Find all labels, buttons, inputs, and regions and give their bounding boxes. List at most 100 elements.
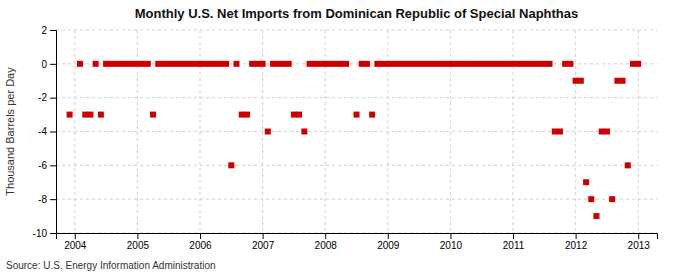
grid-line-x <box>387 30 388 233</box>
x-axis: 2004200520062007200820092010201120122013 <box>57 233 658 251</box>
tick-label: 2007 <box>252 240 275 251</box>
point <box>176 61 182 67</box>
chart-container: 2004200520062007200820092010201120122013… <box>0 0 675 275</box>
point <box>489 61 495 67</box>
tick: 2012 <box>565 233 588 251</box>
point <box>202 61 208 67</box>
source-note: Source: U.S. Energy Information Administ… <box>6 260 216 271</box>
grid-line-x <box>513 30 514 233</box>
point <box>458 61 464 67</box>
point <box>197 61 203 67</box>
point <box>233 61 239 67</box>
point <box>547 61 553 67</box>
points <box>67 61 642 219</box>
grid-line-x <box>325 30 326 233</box>
point <box>437 61 443 67</box>
grid-line-y <box>56 30 657 31</box>
point <box>531 61 537 67</box>
tick-label: 0 <box>41 59 47 70</box>
tick: 2 <box>41 25 56 36</box>
point <box>447 61 453 67</box>
grid <box>56 30 657 233</box>
tick-label: 2011 <box>503 240 525 251</box>
point <box>552 129 558 135</box>
point <box>364 61 370 67</box>
point <box>468 61 474 67</box>
point <box>369 112 375 118</box>
tick-label: 2006 <box>189 240 212 251</box>
tick-mark <box>50 98 56 99</box>
point <box>265 129 271 135</box>
point <box>620 78 626 84</box>
point <box>160 61 166 67</box>
point <box>343 61 349 67</box>
point <box>228 162 234 168</box>
point <box>181 61 187 67</box>
tick-mark <box>388 233 389 239</box>
point <box>213 61 219 67</box>
point <box>614 78 620 84</box>
tick-mark <box>638 233 639 239</box>
point <box>463 61 469 67</box>
grid-line-y <box>56 199 657 200</box>
tick-mark <box>450 233 451 239</box>
point <box>390 61 396 67</box>
tick-label: -6 <box>38 160 47 171</box>
tick-label: 2005 <box>127 240 150 251</box>
title: Monthly U.S. Net Imports from Dominican … <box>135 6 579 21</box>
point <box>411 61 417 67</box>
point <box>520 61 526 67</box>
point <box>416 61 422 67</box>
tick-mark <box>200 233 201 239</box>
tick-label: 2010 <box>440 240 463 251</box>
point <box>578 78 584 84</box>
point <box>103 61 109 67</box>
point <box>484 61 490 67</box>
point <box>275 61 281 67</box>
point <box>124 61 130 67</box>
grid-line-x <box>74 30 75 233</box>
point <box>453 61 459 67</box>
tick-label: -4 <box>38 126 47 137</box>
tick: 2010 <box>440 233 463 251</box>
tick-label: -8 <box>38 194 47 205</box>
point <box>67 112 73 118</box>
point <box>557 129 563 135</box>
point <box>218 61 224 67</box>
point <box>599 129 605 135</box>
point <box>421 61 427 67</box>
tick: -6 <box>38 160 56 171</box>
point <box>515 61 521 67</box>
point <box>567 61 573 67</box>
tick: -4 <box>38 126 56 137</box>
tick: 2011 <box>503 233 525 251</box>
tick-mark <box>263 233 264 239</box>
point <box>573 78 579 84</box>
tick-label: 2 <box>41 25 47 36</box>
tick-mark <box>50 30 56 31</box>
point <box>239 112 245 118</box>
axis-line <box>57 234 658 240</box>
point <box>588 196 594 202</box>
point <box>280 61 286 67</box>
grid-line-y <box>56 165 657 166</box>
grid-line-x <box>199 30 200 233</box>
point <box>526 61 532 67</box>
tick-mark <box>576 233 577 239</box>
point <box>249 61 255 67</box>
tick-label: 2012 <box>565 240 588 251</box>
point <box>77 61 83 67</box>
tick: 2005 <box>127 233 150 251</box>
point <box>630 61 636 67</box>
tick: 2009 <box>377 233 400 251</box>
tick-mark <box>75 233 76 239</box>
tick: 2013 <box>628 233 651 251</box>
point <box>260 61 266 67</box>
point <box>510 61 516 67</box>
point <box>114 61 120 67</box>
point <box>354 112 360 118</box>
tick-mark <box>50 233 56 234</box>
tick-mark <box>137 233 138 239</box>
tick: 2004 <box>64 233 87 251</box>
tick-mark <box>50 64 56 65</box>
